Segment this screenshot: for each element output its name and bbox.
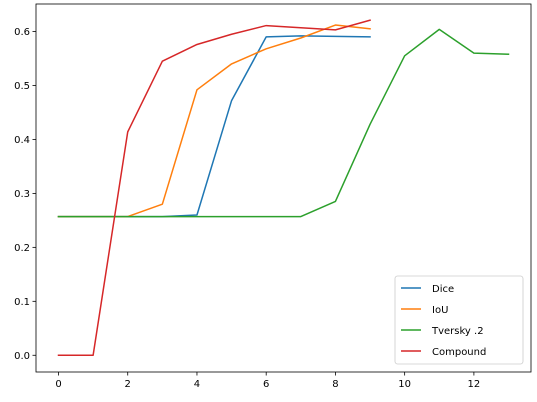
legend-label: IoU: [432, 305, 448, 316]
y-axis: 0.0 0.1 0.2 0.3 0.4 0.5 0.6: [14, 27, 36, 362]
x-tick-label: 8: [332, 379, 338, 390]
y-tick-label: 0.0: [14, 351, 30, 362]
y-tick-label: 0.5: [14, 81, 30, 92]
legend: Dice IoU Tversky .2 Compound: [394, 275, 524, 365]
y-tick-label: 0.3: [14, 189, 30, 200]
legend-label: Tversky .2: [431, 326, 484, 337]
y-tick-label: 0.6: [14, 27, 30, 38]
x-tick-label: 12: [468, 379, 481, 390]
y-tick-label: 0.1: [14, 297, 30, 308]
plot-area-frame: [35, 3, 532, 373]
x-tick-label: 6: [263, 379, 269, 390]
x-tick-label: 10: [398, 379, 411, 390]
legend-label: Dice: [432, 284, 454, 295]
y-tick-label: 0.2: [14, 243, 30, 254]
legend-box: [394, 275, 524, 365]
series-line-compound: [57, 19, 371, 357]
series-line-tversky-2: [57, 28, 510, 218]
legend-label: Compound: [432, 347, 486, 358]
x-axis: 0 2 4 6 8 10 12: [55, 372, 480, 390]
x-tick-label: 4: [194, 379, 200, 390]
x-tick-label: 0: [55, 379, 61, 390]
y-tick-label: 0.4: [14, 135, 30, 146]
x-tick-label: 2: [125, 379, 131, 390]
series-layer: [57, 19, 510, 357]
